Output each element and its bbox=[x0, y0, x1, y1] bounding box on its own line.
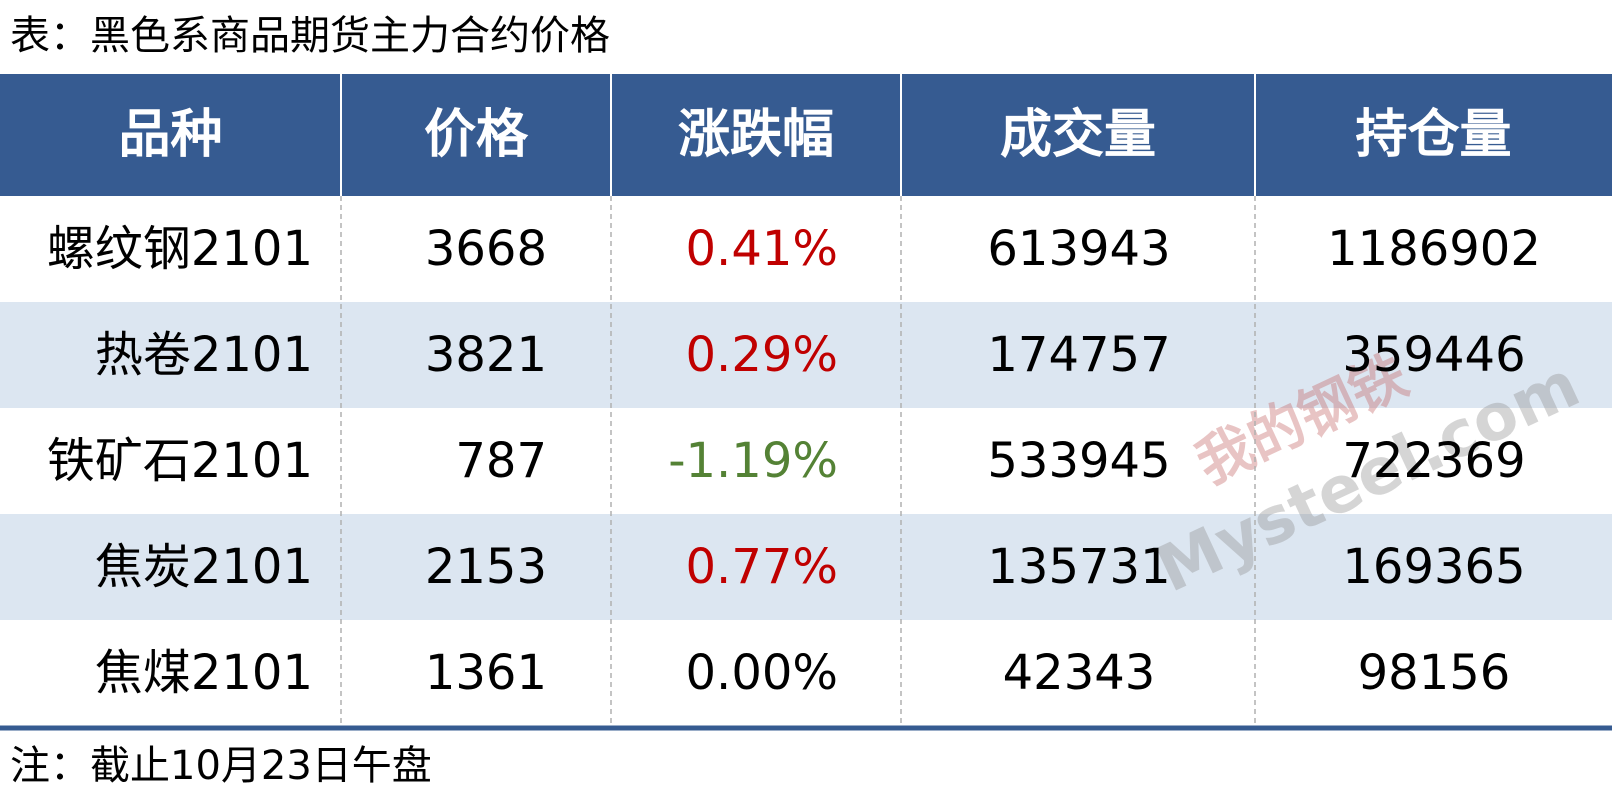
cell: 3668 bbox=[425, 221, 547, 277]
cell: 0.29% bbox=[686, 327, 838, 383]
cell: 174757 bbox=[987, 327, 1170, 383]
cell: 722369 bbox=[1342, 433, 1525, 489]
cell: 1186902 bbox=[1327, 221, 1541, 277]
note: 注：截止10月23日午盘 bbox=[10, 743, 432, 789]
cell: 98156 bbox=[1358, 645, 1511, 701]
column-header: 持仓量 bbox=[1355, 105, 1511, 165]
row-band bbox=[0, 514, 1612, 620]
cell: 2153 bbox=[425, 539, 547, 595]
column-header: 成交量 bbox=[1000, 105, 1156, 165]
cell: 0.41% bbox=[686, 221, 838, 277]
cell: 613943 bbox=[987, 221, 1170, 277]
column-header: 价格 bbox=[424, 105, 529, 165]
title: 表：黑色系商品期货主力合约价格 bbox=[10, 13, 610, 59]
row-label: 铁矿石2101 bbox=[47, 433, 313, 489]
row-label: 热卷2101 bbox=[95, 327, 313, 383]
cell: 169365 bbox=[1342, 539, 1525, 595]
row-label: 焦炭2101 bbox=[95, 539, 313, 595]
row-band bbox=[0, 302, 1612, 408]
header-row bbox=[0, 74, 1612, 196]
cell: 42343 bbox=[1003, 645, 1156, 701]
cell: 135731 bbox=[987, 539, 1170, 595]
row-label: 焦煤2101 bbox=[95, 645, 313, 701]
cell: 0.77% bbox=[686, 539, 838, 595]
column-header: 品种 bbox=[118, 105, 222, 165]
cell: 0.00% bbox=[686, 645, 838, 701]
cell: 3821 bbox=[425, 327, 547, 383]
column-header: 涨跌幅 bbox=[678, 105, 834, 165]
cell: 1361 bbox=[425, 645, 547, 701]
row-label: 螺纹钢2101 bbox=[47, 221, 313, 277]
cell: 359446 bbox=[1342, 327, 1525, 383]
cell: 787 bbox=[455, 433, 547, 489]
cell: 533945 bbox=[987, 433, 1170, 489]
cell: -1.19% bbox=[668, 433, 838, 489]
